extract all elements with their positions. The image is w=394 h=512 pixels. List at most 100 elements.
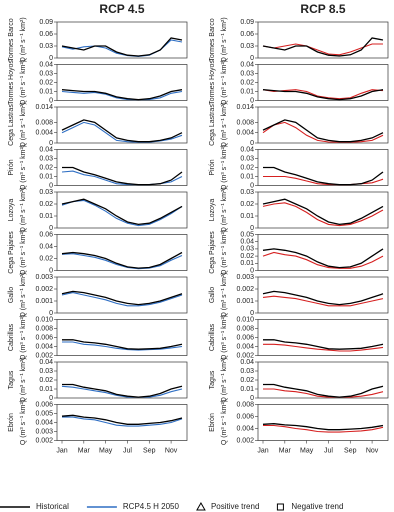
y-tick-label: 0.02: [39, 377, 53, 384]
river-label: Cabrillas: [8, 323, 15, 351]
y-tick-label: 0.002: [35, 352, 53, 359]
y-axis-label: Q (m³ s⁻¹ km²): [20, 60, 27, 105]
y-axis-label: Q (m³ s⁻¹ km²): [221, 17, 228, 62]
plot-frame: [56, 234, 188, 271]
x-tick-label: Mar: [279, 447, 292, 454]
y-axis-label: Q (m³ s⁻¹ km²): [20, 357, 27, 402]
y-tick-label: 0.001: [35, 298, 53, 305]
plot-frame: [257, 234, 389, 271]
data-line: [61, 89, 183, 101]
y-tick-label: 0.02: [240, 201, 254, 208]
plot-frame: [257, 361, 389, 399]
plot-frame: [56, 404, 188, 441]
data-line: [62, 383, 183, 398]
y-tick-label: 0.05: [240, 231, 254, 238]
x-tick-label: Jan: [257, 447, 268, 454]
y-tick-label: 0.01: [240, 386, 254, 393]
y-tick-label: 0.003: [236, 274, 254, 281]
plot-frame: [257, 21, 389, 59]
legend-swatch: [276, 503, 284, 511]
x-tick-label: Mar: [78, 447, 91, 454]
plot-frame: [257, 149, 389, 186]
river-label: Lozoya: [209, 199, 216, 222]
y-tick-label: 0.04: [240, 359, 254, 366]
y-tick-label: 0.006: [35, 401, 53, 408]
legend-label: RCP4.5 H 2050: [123, 502, 180, 511]
y-tick-label: 0.004: [35, 130, 53, 137]
y-tick-label: 0.02: [240, 377, 254, 384]
y-tick-label: 0.03: [240, 368, 254, 375]
y-axis-label: Q (m³ s⁻¹ km²): [20, 145, 27, 190]
river-label: Gallo: [8, 287, 15, 303]
y-tick-label: 0: [49, 97, 53, 104]
data-line: [61, 198, 183, 226]
data-line: [61, 290, 183, 306]
y-tick-label: 0.008: [236, 325, 254, 332]
y-tick-label: 0.02: [39, 201, 53, 208]
data-line: [262, 248, 384, 269]
y-tick-label: 0.002: [35, 437, 53, 444]
y-tick-label: 0.01: [240, 173, 254, 180]
y-tick-label: 0.04: [39, 359, 53, 366]
y-tick-label: 0.02: [240, 79, 254, 86]
y-tick-label: 0.02: [240, 253, 254, 260]
data-line: [262, 37, 384, 57]
data-line: [61, 119, 183, 143]
y-tick-label: 0.006: [236, 334, 254, 341]
y-tick-label: 0: [49, 395, 53, 402]
y-axis-label: Q (m³ s⁻¹ km²): [20, 272, 27, 317]
river-label: Tagus: [209, 370, 216, 389]
y-tick-label: 0: [250, 182, 254, 189]
x-tick-label: Nov: [165, 447, 178, 454]
river-label: Cega Pajares: [209, 231, 216, 274]
y-tick-label: 0.06: [39, 231, 53, 238]
plot-frame: [56, 276, 188, 314]
x-tick-label: Jan: [56, 447, 67, 454]
chart-title: RCP 8.5: [300, 2, 345, 16]
y-axis-label: Q (m³ s⁻¹ km²): [20, 315, 27, 360]
y-tick-label: 0: [250, 267, 254, 274]
y-tick-label: 0.004: [35, 343, 53, 350]
y-tick-label: 0.09: [240, 19, 254, 26]
y-tick-label: 0: [250, 140, 254, 147]
plot-frame: [56, 319, 188, 356]
y-axis-label: Q (m³ s⁻¹ km²): [20, 17, 27, 62]
y-tick-label: 0.003: [35, 428, 53, 435]
y-tick-label: 0.04: [39, 243, 53, 250]
data-line: [263, 383, 384, 398]
y-tick-label: 0.008: [236, 401, 254, 408]
river-label: Tormes Hoyos: [8, 60, 15, 105]
data-line: [262, 295, 384, 307]
river-label: Pirón: [209, 159, 216, 175]
y-tick-label: 0.03: [240, 155, 254, 162]
y-tick-label: 0.006: [35, 334, 53, 341]
y-axis-label: Q (m³ s⁻¹ km²): [20, 187, 27, 232]
plot-frame: [56, 149, 188, 186]
y-tick-label: 0: [49, 310, 53, 317]
x-tick-label: Jul: [123, 447, 132, 454]
river-label: Cabrillas: [209, 323, 216, 351]
legend-swatch: [196, 501, 206, 511]
data-line: [263, 166, 384, 186]
y-tick-label: 0.03: [240, 43, 254, 50]
x-tick-label: May: [99, 447, 113, 454]
y-tick-label: 0.01: [240, 213, 254, 220]
y-tick-label: 0.04: [39, 61, 53, 68]
data-line: [61, 199, 183, 227]
y-axis-label: Q (m³ s⁻¹ km²): [221, 400, 228, 445]
y-tick-label: 0.010: [236, 316, 254, 323]
river-label: Tormes Hoyos: [209, 60, 216, 105]
y-tick-label: 0: [250, 97, 254, 104]
y-tick-label: 0.03: [240, 70, 254, 77]
y-tick-label: 0.004: [236, 130, 254, 137]
river-label: Ebrón: [8, 413, 15, 432]
data-line: [62, 166, 183, 186]
data-line: [262, 423, 384, 431]
y-tick-label: 0.02: [240, 164, 254, 171]
data-line: [62, 339, 183, 350]
y-tick-label: 0: [49, 140, 53, 147]
data-line: [61, 37, 183, 57]
x-tick-label: Jul: [324, 447, 333, 454]
y-tick-label: 0.03: [39, 155, 53, 162]
